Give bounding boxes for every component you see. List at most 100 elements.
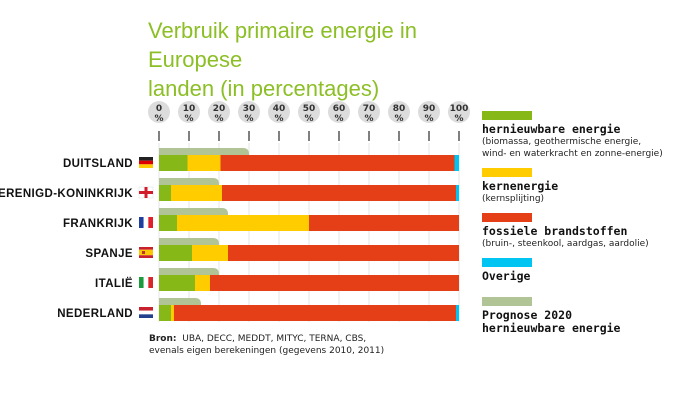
tick-label: 40 [273, 104, 286, 114]
tick-unit: % [334, 114, 343, 124]
country-label: NEDERLAND [57, 308, 133, 320]
tick-label: 30 [243, 104, 256, 114]
flag-band [139, 157, 153, 161]
legend-item: fossiele brandstoffen (bruin-, steenkool,… [482, 213, 697, 250]
tick-unit: % [274, 114, 283, 124]
bar-segment-hernieuwbare-energie [159, 245, 192, 261]
legend-description: (kernsplijting) [482, 194, 545, 204]
country-label: ITALIË [95, 277, 133, 290]
grid [158, 143, 460, 322]
tick-bubble [328, 101, 350, 123]
tick-bubble [268, 101, 290, 123]
legend-swatch [482, 213, 532, 222]
flag-es-icon [139, 247, 153, 258]
flag-band [139, 249, 153, 253]
bar-segment-kernenergie [192, 245, 228, 261]
flag-band [139, 247, 153, 250]
flag-band [148, 217, 153, 228]
legend-item: Overige [482, 258, 697, 283]
legend-description: (biomassa, geothermische energie, [482, 137, 642, 147]
flag-band [139, 277, 144, 288]
tick-unit: % [154, 114, 163, 124]
tick-unit: % [304, 114, 313, 124]
tick-unit: % [424, 114, 433, 124]
bar-segment-overige [454, 155, 459, 171]
flag-emblem [142, 251, 145, 254]
bar-segment-fossiele-brandstoffen [228, 245, 459, 261]
country-label: SPANJE [85, 248, 133, 260]
tick-unit: % [244, 114, 253, 124]
tick-unit: % [364, 114, 373, 124]
bar-row: NEDERLAND [57, 298, 459, 321]
tick-unit: % [394, 114, 403, 124]
bar-segment-hernieuwbare-energie [159, 155, 188, 171]
tick-bubble [298, 101, 320, 123]
tick-unit: % [214, 114, 223, 124]
country-label: DUITSLAND [63, 158, 133, 170]
chart-title-line-2: landen (in percentages) [148, 76, 380, 101]
tick-bubble [208, 101, 230, 123]
legend-title: fossiele brandstoffen [482, 224, 628, 238]
legend-item: hernieuwbare energie (biomassa, geothermi… [482, 111, 697, 160]
tick-unit: % [454, 114, 463, 124]
source-line-1: UBA, DECC, MEDDT, MITYC, TERNA, CBS, [182, 334, 367, 344]
tick-unit: % [184, 114, 193, 124]
tick-bubble [178, 101, 200, 123]
tick-label: 10 [183, 104, 196, 114]
tick-label: 20 [213, 104, 226, 114]
flag-band [139, 310, 153, 315]
flag-band [139, 217, 144, 228]
bar-segment-fossiele-brandstoffen [220, 155, 455, 171]
tick-label: 60 [333, 104, 346, 114]
flag-band [148, 277, 153, 288]
legend-description: wind- en waterkracht en zonne-energie) [482, 149, 663, 159]
flag-it-icon [139, 277, 153, 288]
legend-item: Prognose 2020 hernieuwbare energie [482, 297, 697, 335]
flag-nl-icon [139, 307, 153, 318]
x-axis-ticks: 0%10%20%30%40%50%60%70%80%90%100% [148, 101, 470, 141]
chart-title: Verbruik primaire energie in Europese la… [148, 16, 468, 103]
bar-segment-kernenergie [177, 215, 309, 231]
tick-label: 80 [393, 104, 406, 114]
source-line-2: evenals eigen berekeningen (gegevens 201… [149, 346, 385, 356]
tick-bubble [448, 101, 470, 123]
legend-item: kernenergie (kernsplijting) [482, 168, 697, 205]
bar-segment-hernieuwbare-energie [159, 305, 171, 321]
tick-bubble [418, 101, 440, 123]
flag-gb-eng-icon [138, 186, 154, 199]
bar-segment-hernieuwbare-energie [159, 215, 177, 231]
bar-segment-kernenergie [187, 155, 221, 171]
flag-band [139, 255, 153, 258]
flag-band [139, 314, 153, 318]
legend-swatch [482, 297, 532, 306]
bar-row: ITALIË [95, 268, 459, 291]
flag-band [139, 164, 153, 168]
flag-band [143, 217, 149, 228]
source-label: Bron: [149, 334, 177, 344]
flag-fr-icon [139, 217, 153, 228]
flag-cross [139, 191, 153, 194]
legend-title: Prognose 2020 [482, 308, 573, 322]
bar-segment-kernenergie [195, 275, 210, 291]
legend: hernieuwbare energie (biomassa, geothermi… [482, 111, 697, 343]
flag-band [139, 160, 153, 165]
flag-de-icon [139, 157, 153, 168]
chart-title-line-1: Verbruik primaire energie in Europese [148, 18, 418, 72]
legend-title: Overige [482, 269, 531, 283]
bar-row: VERENIGD-KONINKRIJK [0, 178, 459, 201]
bar-row: FRANKRIJK [63, 208, 459, 231]
tick-bubble [238, 101, 260, 123]
flag-band [143, 277, 149, 288]
flag-band [139, 307, 153, 311]
legend-swatch [482, 111, 532, 120]
tick-label: 100 [450, 104, 469, 114]
tick-bubble [358, 101, 380, 123]
legend-swatch [482, 258, 532, 267]
tick-label: 70 [363, 104, 376, 114]
tick-label: 90 [423, 104, 436, 114]
bar-row: SPANJE [85, 238, 459, 261]
bar-segment-fossiele-brandstoffen [174, 305, 456, 321]
bar-segment-fossiele-brandstoffen [210, 275, 459, 291]
bar-segment-kernenergie [171, 185, 222, 201]
bar-segment-hernieuwbare-energie [159, 185, 171, 201]
